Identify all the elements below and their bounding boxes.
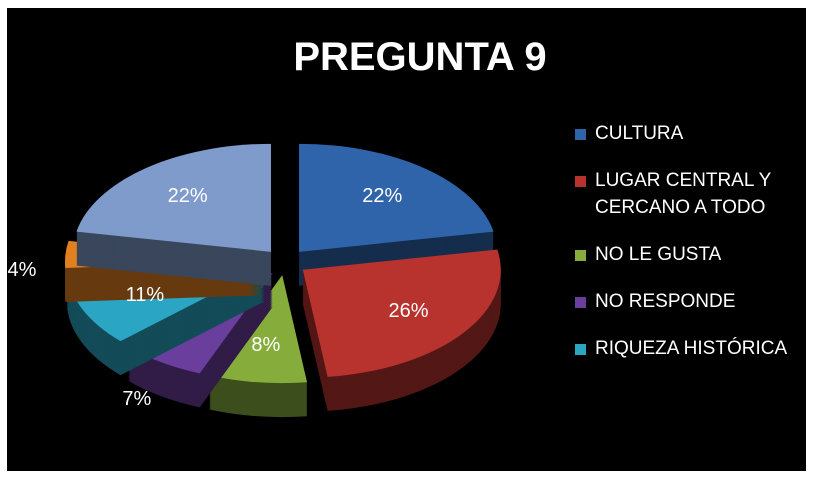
data-label: 4% [8,259,37,281]
legend-label: RIQUEZA HISTÓRICA [595,338,788,359]
slice-top [302,249,501,377]
legend-item: NO LE GUSTA [575,241,800,268]
data-label: 22% [362,185,402,207]
legend-swatch [575,344,586,355]
legend-item: CULTURA [575,120,800,147]
legend-label: LUGAR CENTRAL Y CERCANO A TODO [595,170,771,218]
legend-item: RIQUEZA HISTÓRICA [575,335,800,362]
data-label: 7% [122,388,151,410]
legend-swatch [575,129,586,140]
slice [209,275,308,418]
slice-top [299,143,494,252]
data-label: 8% [251,334,280,356]
legend-swatch [575,250,586,261]
slice-top [76,143,271,252]
data-label: 11% [126,284,165,306]
chart-title: PREGUNTA 9 [293,35,546,79]
data-label: 22% [168,185,208,207]
slice [302,249,501,411]
slice [76,143,271,286]
legend-label: NO RESPONDE [595,291,736,312]
legend: CULTURA LUGAR CENTRAL Y CERCANO A TODO NO … [575,120,800,382]
legend-item: NO RESPONDE [575,288,800,315]
legend-swatch [575,176,586,187]
slice [299,143,494,286]
legend-label: NO LE GUSTA [595,244,722,265]
legend-label: CULTURA [595,123,684,144]
legend-item: LUGAR CENTRAL Y CERCANO A TODO [575,167,800,221]
legend-swatch [575,297,586,308]
data-label: 26% [389,300,429,322]
